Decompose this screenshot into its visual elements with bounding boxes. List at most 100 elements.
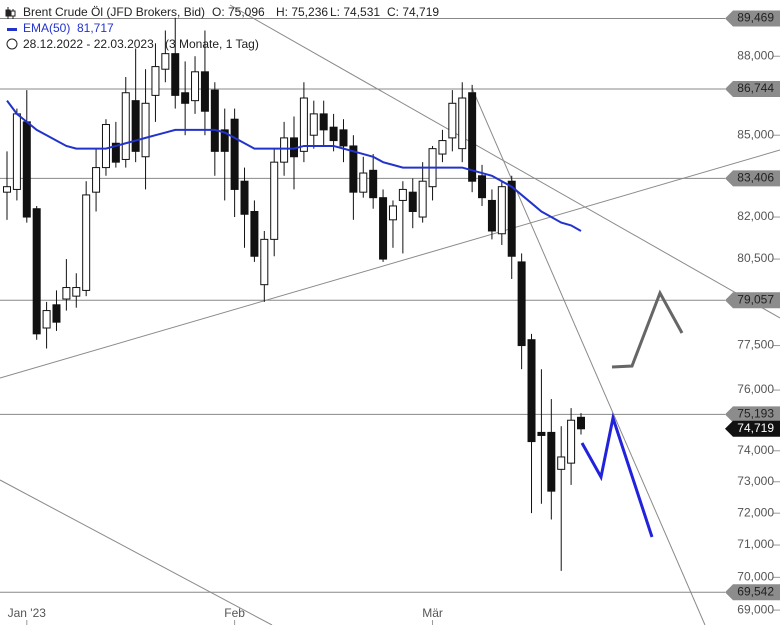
- candle-body: [52, 304, 61, 323]
- candle-body: [141, 102, 150, 158]
- x-tick-label: Mär: [422, 606, 443, 620]
- candle-body: [22, 121, 31, 218]
- projection-blue: [580, 412, 654, 538]
- candle-body: [171, 53, 180, 96]
- ema-name: EMA(50): [23, 21, 70, 35]
- candle-body: [260, 238, 269, 286]
- candle-body: [3, 186, 11, 193]
- y-axis: 69,000 70,000 71,000 72,000 73,000 74,000 76,0…: [725, 10, 780, 616]
- date-range: 28.12.2022 - 22.03.2023: [23, 37, 154, 51]
- period: (3 Monate, 1 Tag): [165, 37, 259, 51]
- y-tick-label: 70,000: [737, 570, 774, 584]
- y-tick-label: 80,500: [737, 251, 774, 265]
- ema-value: 81,717: [77, 21, 114, 35]
- level-label: 83,406: [737, 170, 774, 184]
- x-tick-label: Feb: [224, 606, 245, 620]
- level-label: 89,469: [737, 11, 774, 25]
- candle-body: [230, 118, 239, 190]
- level-box: [725, 584, 780, 601]
- candle-body: [537, 431, 546, 436]
- level-box: [725, 292, 780, 309]
- candle-body: [359, 172, 368, 193]
- candle-body: [270, 161, 279, 240]
- candle-body: [369, 169, 378, 199]
- candle-body: [448, 102, 457, 139]
- candle-body: [111, 142, 120, 163]
- candle-body: [200, 71, 209, 112]
- ohlc-high: H: 75,236: [276, 5, 328, 19]
- candle-icon: [5, 7, 16, 19]
- header: Brent Crude Öl (JFD Brokers, Bid) O: 75,…: [5, 5, 439, 51]
- analysis-lines: [0, 4, 780, 625]
- y-tick-label: 77,500: [737, 338, 774, 352]
- candle-body: [101, 124, 110, 169]
- ohlc-low: L: 74,531: [330, 5, 380, 19]
- candle-body: [567, 419, 576, 464]
- level-box: [725, 170, 780, 187]
- level-box: [725, 10, 780, 27]
- candle-body: [468, 92, 477, 182]
- candles: Jan '23 Feb Mär: [3, 17, 585, 625]
- candle-body: [438, 140, 447, 155]
- candle-body: [418, 180, 427, 218]
- last-price-label: 74,719: [737, 421, 774, 435]
- level-box: [725, 406, 780, 423]
- y-tick-label: 82,000: [737, 209, 774, 223]
- candle-body: [309, 113, 318, 136]
- candle-body: [220, 129, 229, 152]
- y-tick-label: 88,000: [737, 48, 774, 62]
- candle-body: [319, 113, 328, 131]
- level-label: 75,193: [737, 407, 774, 421]
- candle-body: [82, 194, 91, 291]
- candle-body: [349, 145, 358, 193]
- candle-body: [577, 416, 585, 430]
- ohlc-close: C: 74,719: [387, 5, 439, 19]
- y-tick-label: 74,000: [737, 443, 774, 457]
- candle-body: [379, 197, 388, 260]
- trend-line: [471, 87, 706, 625]
- candle-body: [557, 456, 566, 470]
- candle-body: [191, 71, 200, 102]
- y-tick-label: 69,000: [737, 602, 774, 616]
- level-label: 69,542: [737, 584, 774, 598]
- candle-body: [388, 205, 397, 221]
- candle-body: [458, 97, 467, 150]
- trend-line: [229, 4, 780, 319]
- candle-body: [240, 180, 249, 215]
- y-tick-label: 73,000: [737, 474, 774, 488]
- candle-body: [280, 137, 289, 163]
- candle-body: [42, 310, 51, 329]
- candle-body: [92, 167, 101, 193]
- candle-body: [517, 261, 526, 347]
- candle-body: [12, 113, 21, 190]
- candle-body: [210, 89, 219, 152]
- candle-body: [62, 287, 71, 300]
- ema-icon: [7, 28, 17, 31]
- level-label: 86,744: [737, 81, 774, 95]
- candle-body: [398, 188, 407, 201]
- candle-body: [72, 287, 81, 297]
- candle-body: [131, 100, 140, 152]
- y-tick-label: 76,000: [737, 382, 774, 396]
- candle-body: [329, 126, 338, 142]
- trend-line: [0, 149, 780, 379]
- candle-body: [32, 208, 41, 335]
- ema-line: [6, 100, 582, 232]
- candle-body: [161, 53, 170, 70]
- candle-body: [299, 97, 308, 152]
- candle-body: [497, 186, 506, 235]
- level-box: [725, 80, 780, 97]
- trend-line: [0, 479, 273, 625]
- clock-icon: [6, 38, 18, 50]
- candle-body: [527, 339, 536, 443]
- candle-body: [339, 129, 348, 147]
- candle-body: [547, 431, 556, 492]
- x-tick-label: Jan '23: [8, 606, 47, 620]
- level-label: 79,057: [737, 292, 774, 306]
- candle-body: [121, 92, 130, 160]
- y-tick-label: 85,000: [737, 127, 774, 141]
- candle-body: [507, 180, 516, 257]
- last-price-box: [725, 420, 780, 437]
- candle-body: [250, 210, 259, 257]
